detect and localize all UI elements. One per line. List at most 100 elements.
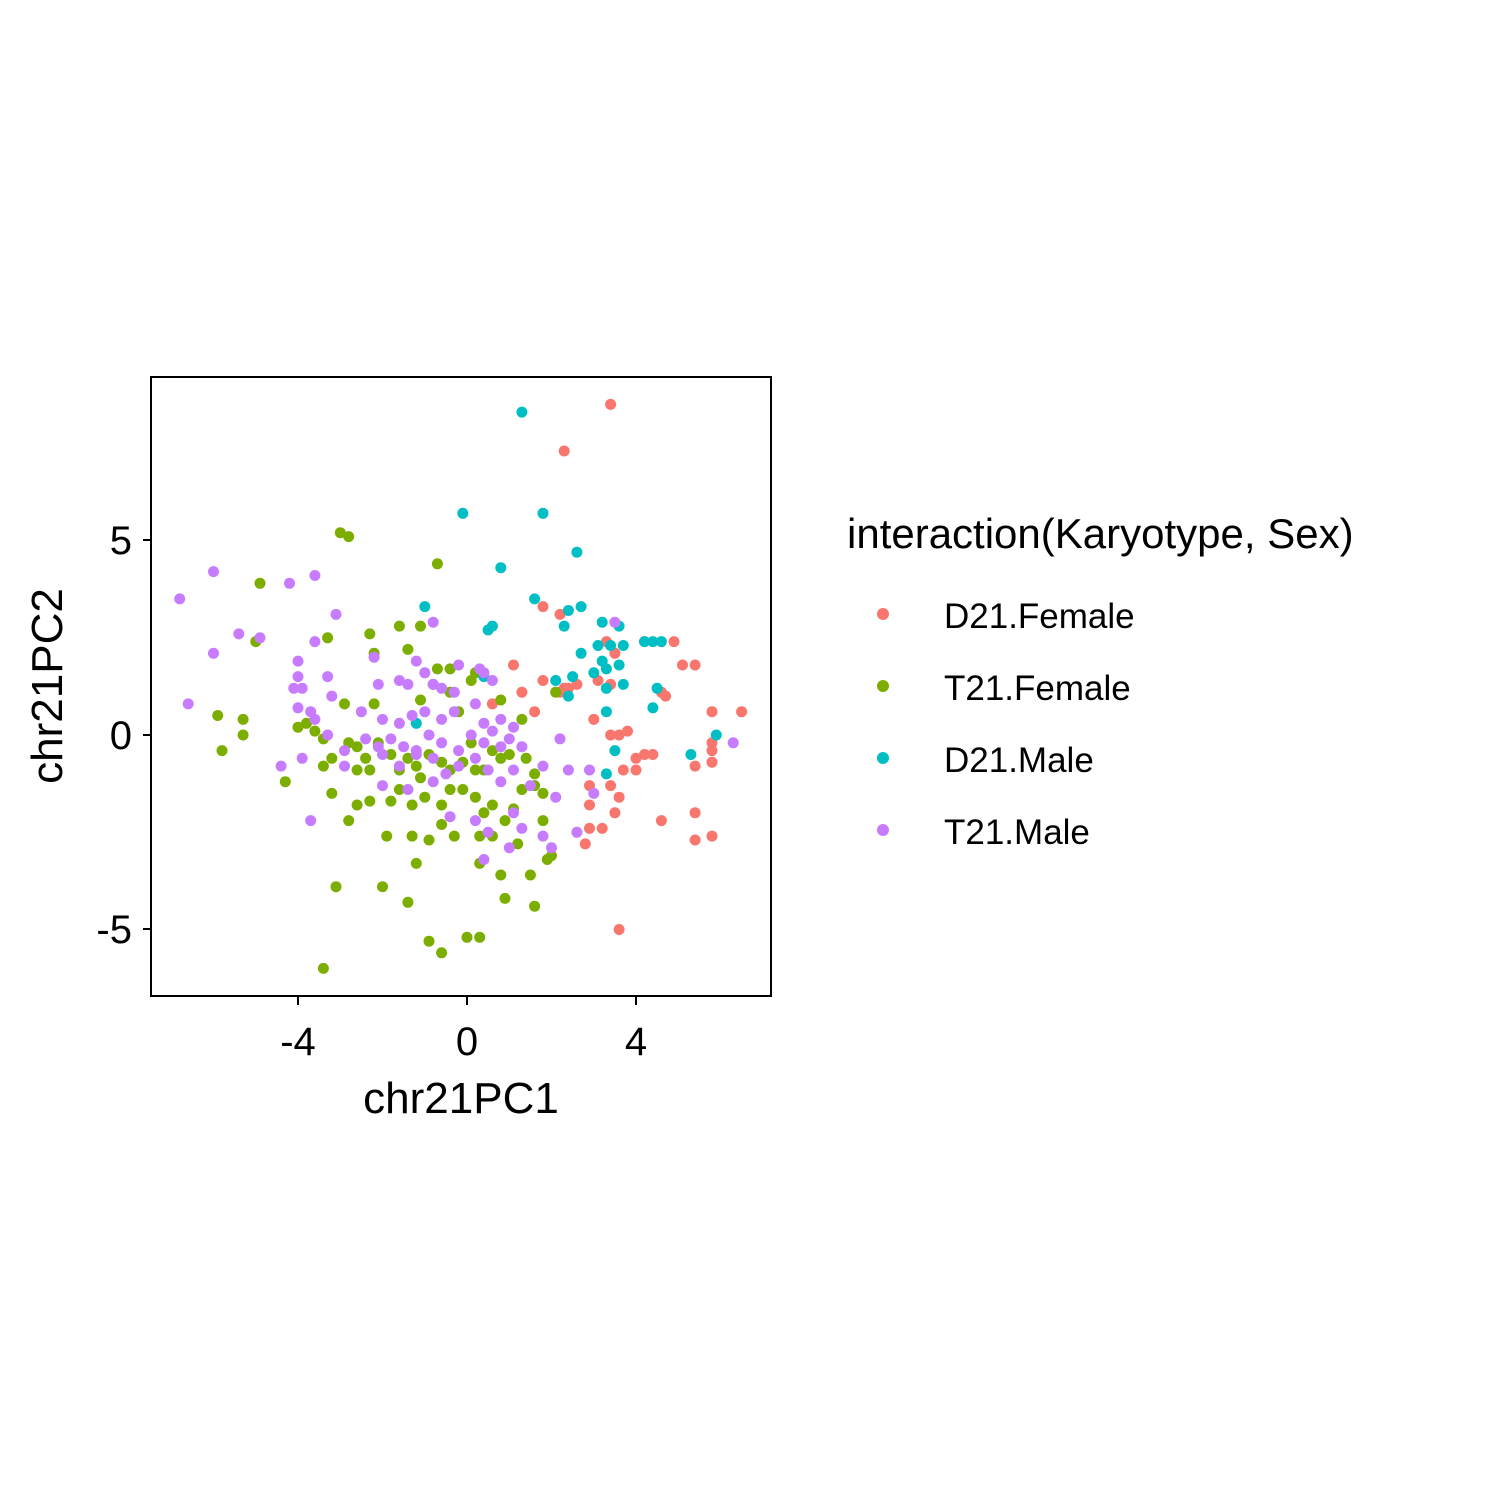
point-t21-male — [288, 682, 300, 694]
y-tick-label: 0 — [110, 714, 132, 758]
point-t21-female — [216, 745, 228, 757]
point-d21-female — [677, 659, 688, 671]
point-d21-female — [689, 659, 701, 671]
point-t21-male — [508, 721, 519, 733]
legend-label: D21.Female — [944, 597, 1135, 636]
point-t21-male — [208, 566, 219, 578]
point-t21-female — [469, 791, 481, 803]
point-d21-male — [600, 706, 612, 718]
point-d21-male — [651, 682, 663, 694]
point-t21-male — [309, 713, 321, 725]
point-d21-female — [639, 749, 650, 760]
point-d21-male — [588, 667, 600, 679]
point-t21-female — [448, 830, 460, 842]
point-t21-female — [343, 815, 355, 827]
point-t21-male — [419, 667, 431, 679]
point-d21-female — [558, 445, 570, 457]
point-t21-male — [465, 729, 477, 741]
point-d21-male — [710, 729, 722, 741]
point-t21-male — [516, 822, 528, 834]
point-t21-male — [423, 729, 435, 741]
point-t21-male — [339, 760, 350, 772]
legend-key-t21-male — [877, 824, 889, 836]
point-t21-male — [326, 690, 338, 702]
point-t21-female — [406, 830, 418, 842]
point-t21-female — [431, 663, 443, 675]
point-t21-male — [554, 733, 566, 745]
point-t21-male — [495, 713, 507, 725]
point-t21-male — [516, 741, 528, 753]
point-t21-male — [393, 717, 405, 729]
point-t21-female — [495, 869, 507, 881]
point-t21-female — [415, 694, 426, 706]
point-t21-male — [410, 749, 422, 760]
data-points — [174, 398, 748, 974]
point-t21-male — [427, 776, 439, 788]
point-t21-female — [212, 710, 224, 721]
point-t21-female — [474, 931, 486, 943]
point-t21-female — [499, 815, 511, 827]
point-t21-female — [393, 620, 405, 632]
point-t21-female — [478, 807, 490, 819]
point-d21-female — [596, 822, 608, 834]
point-d21-male — [558, 620, 570, 632]
point-t21-male — [182, 698, 194, 710]
point-t21-female — [402, 896, 414, 908]
point-t21-male — [588, 787, 600, 799]
legend: interaction(Karyotype, Sex) D21.Female T… — [847, 510, 1354, 852]
point-t21-male — [275, 760, 287, 772]
point-t21-male — [305, 815, 317, 827]
point-t21-male — [584, 764, 595, 776]
point-t21-female — [520, 752, 532, 764]
plot-panel-border — [150, 376, 772, 997]
point-t21-female — [474, 830, 486, 842]
point-d21-female — [609, 807, 621, 819]
point-d21-male — [613, 659, 625, 671]
point-d21-female — [622, 725, 633, 737]
point-t21-male — [478, 854, 490, 865]
point-t21-female — [415, 620, 426, 632]
point-d21-male — [550, 675, 562, 686]
point-t21-female — [516, 784, 528, 795]
point-t21-female — [364, 795, 376, 807]
point-t21-male — [486, 725, 498, 737]
point-d21-female — [516, 686, 528, 698]
point-d21-male — [605, 640, 617, 651]
point-t21-male — [296, 682, 308, 694]
point-t21-male — [393, 760, 405, 772]
point-t21-male — [406, 710, 418, 721]
point-t21-male — [393, 675, 405, 686]
point-t21-female — [381, 830, 393, 842]
point-t21-male — [546, 842, 557, 854]
point-t21-male — [427, 752, 439, 764]
point-d21-female — [605, 780, 617, 792]
point-d21-male — [419, 601, 431, 613]
point-t21-female — [254, 577, 266, 589]
point-d21-female — [689, 834, 701, 846]
point-t21-female — [279, 776, 291, 788]
point-t21-female — [406, 799, 418, 811]
point-t21-female — [529, 900, 541, 912]
point-t21-female — [541, 854, 553, 865]
point-t21-male — [486, 675, 498, 686]
point-t21-male — [372, 678, 384, 690]
point-d21-female — [529, 706, 541, 718]
point-t21-male — [478, 717, 490, 729]
point-d21-male — [567, 671, 579, 683]
point-d21-male — [596, 616, 608, 628]
point-t21-male — [368, 651, 380, 663]
point-t21-female — [524, 869, 536, 881]
point-t21-male — [508, 764, 519, 776]
point-t21-male — [453, 760, 465, 772]
point-t21-male — [524, 780, 536, 792]
point-d21-female — [668, 636, 680, 648]
point-t21-female — [292, 721, 304, 733]
point-t21-female — [385, 749, 397, 760]
point-t21-female — [326, 787, 338, 799]
point-t21-female — [436, 947, 448, 959]
legend-label: T21.Male — [944, 813, 1090, 852]
point-d21-male — [575, 601, 587, 613]
point-d21-male — [486, 620, 498, 632]
point-t21-female — [550, 686, 562, 698]
